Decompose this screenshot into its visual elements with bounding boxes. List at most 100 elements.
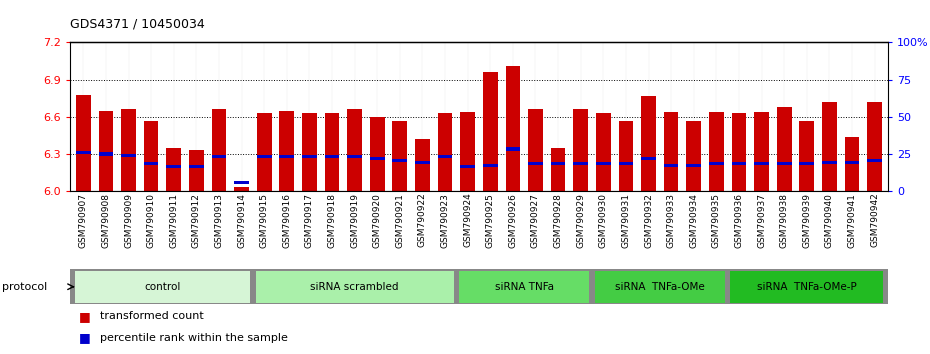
Bar <box>551 148 565 191</box>
Bar <box>506 148 520 150</box>
Bar <box>121 154 136 157</box>
Text: transformed count: transformed count <box>100 311 204 321</box>
Bar <box>573 162 588 165</box>
Bar <box>347 109 362 191</box>
FancyBboxPatch shape <box>70 269 888 304</box>
Bar <box>347 155 362 158</box>
Bar <box>415 139 430 191</box>
Text: GSM790934: GSM790934 <box>689 193 698 247</box>
Bar <box>664 112 679 191</box>
Text: GSM790938: GSM790938 <box>779 193 789 248</box>
Bar <box>302 155 317 158</box>
Bar <box>868 102 882 191</box>
Text: GSM790930: GSM790930 <box>599 193 608 248</box>
Text: GSM790914: GSM790914 <box>237 193 246 247</box>
Text: siRNA scrambled: siRNA scrambled <box>311 282 399 292</box>
Bar <box>528 162 543 165</box>
Bar <box>144 162 158 165</box>
Text: percentile rank within the sample: percentile rank within the sample <box>100 332 287 343</box>
Text: GSM790915: GSM790915 <box>259 193 269 248</box>
Bar <box>325 113 339 191</box>
Bar <box>754 162 769 165</box>
Bar <box>618 162 633 165</box>
Bar <box>709 112 724 191</box>
Bar <box>483 72 498 191</box>
Text: protocol: protocol <box>2 282 47 292</box>
Bar <box>415 161 430 164</box>
Text: GSM790942: GSM790942 <box>870 193 879 247</box>
Bar <box>596 113 611 191</box>
Bar <box>686 121 701 191</box>
Bar <box>596 162 611 165</box>
Text: siRNA TNFa: siRNA TNFa <box>495 282 553 292</box>
Bar <box>686 164 701 167</box>
Bar <box>709 162 724 165</box>
Bar <box>257 155 272 158</box>
Bar <box>732 162 746 165</box>
Bar <box>234 188 249 191</box>
FancyBboxPatch shape <box>730 271 884 303</box>
FancyBboxPatch shape <box>256 271 454 303</box>
Bar <box>664 164 679 167</box>
Text: GSM790920: GSM790920 <box>373 193 381 247</box>
Bar <box>76 151 90 154</box>
Bar <box>279 155 294 158</box>
Bar <box>800 121 814 191</box>
Text: GSM790941: GSM790941 <box>847 193 857 247</box>
Text: ■: ■ <box>79 310 91 323</box>
Text: GSM790918: GSM790918 <box>327 193 337 248</box>
Bar <box>76 95 90 191</box>
Bar <box>460 165 475 168</box>
Bar <box>844 137 859 191</box>
Text: GSM790936: GSM790936 <box>735 193 743 248</box>
Text: GDS4371 / 10450034: GDS4371 / 10450034 <box>70 18 205 31</box>
Text: GSM790911: GSM790911 <box>169 193 179 248</box>
Text: GSM790923: GSM790923 <box>441 193 449 247</box>
Bar <box>777 107 791 191</box>
Bar <box>279 111 294 191</box>
Bar <box>641 96 656 191</box>
Bar <box>189 165 204 168</box>
Bar <box>777 162 791 165</box>
Bar <box>641 158 656 160</box>
Text: GSM790931: GSM790931 <box>621 193 631 248</box>
FancyBboxPatch shape <box>74 271 250 303</box>
Text: siRNA  TNFa-OMe: siRNA TNFa-OMe <box>615 282 705 292</box>
Text: GSM790922: GSM790922 <box>418 193 427 247</box>
FancyBboxPatch shape <box>595 271 724 303</box>
Bar <box>618 121 633 191</box>
Bar <box>234 181 249 184</box>
Bar <box>212 155 226 158</box>
Bar <box>573 109 588 191</box>
Bar <box>144 121 158 191</box>
Text: GSM790939: GSM790939 <box>803 193 811 248</box>
Bar <box>325 155 339 158</box>
Bar <box>99 153 113 155</box>
Text: GSM790917: GSM790917 <box>305 193 314 248</box>
Bar <box>438 155 452 158</box>
Bar <box>868 159 882 162</box>
Bar <box>483 164 498 167</box>
Text: GSM790916: GSM790916 <box>283 193 291 248</box>
Text: GSM790912: GSM790912 <box>192 193 201 247</box>
Text: GSM790913: GSM790913 <box>215 193 223 248</box>
Text: GSM790937: GSM790937 <box>757 193 766 248</box>
Bar <box>551 162 565 165</box>
Bar <box>166 148 181 191</box>
Text: GSM790932: GSM790932 <box>644 193 653 247</box>
Bar <box>370 158 385 160</box>
Text: ■: ■ <box>79 331 91 344</box>
Text: siRNA  TNFa-OMe-P: siRNA TNFa-OMe-P <box>757 282 857 292</box>
Bar <box>506 66 520 191</box>
Text: GSM790907: GSM790907 <box>79 193 87 248</box>
Bar <box>460 112 475 191</box>
Bar <box>257 113 272 191</box>
Text: GSM790927: GSM790927 <box>531 193 540 247</box>
Bar <box>121 109 136 191</box>
Text: GSM790940: GSM790940 <box>825 193 834 247</box>
Text: GSM790910: GSM790910 <box>147 193 155 248</box>
Bar <box>844 161 859 164</box>
Bar <box>822 161 837 164</box>
Bar <box>392 159 407 162</box>
Bar <box>212 109 226 191</box>
